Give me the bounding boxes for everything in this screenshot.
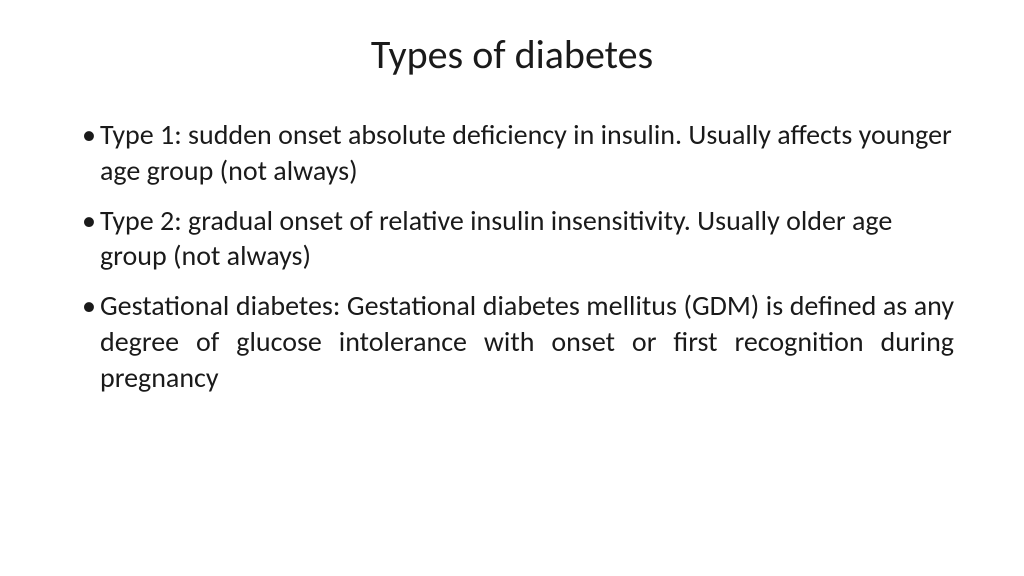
bullet-list: Type 1: sudden onset absolute deficiency… [70, 117, 954, 396]
list-item: Type 2: gradual onset of relative insuli… [82, 203, 954, 275]
slide: Types of diabetes Type 1: sudden onset a… [0, 0, 1024, 576]
list-item: Type 1: sudden onset absolute deficiency… [82, 117, 954, 189]
slide-title: Types of diabetes [70, 30, 954, 79]
list-item: Gestational diabetes: Gestational diabet… [82, 288, 954, 395]
